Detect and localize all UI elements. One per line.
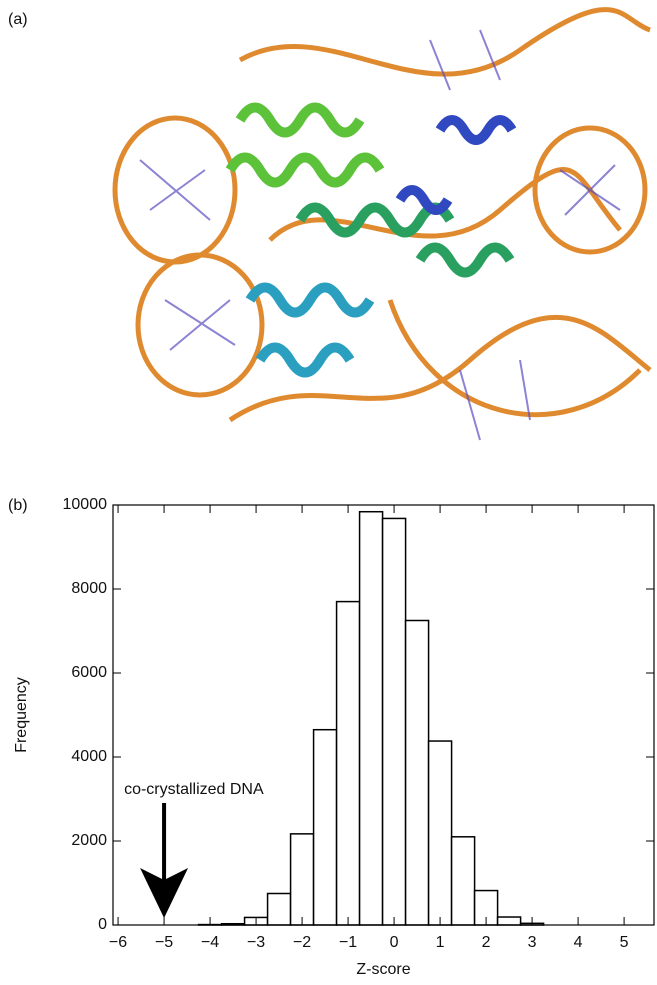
x-tick-label: −2 [293, 934, 311, 951]
histogram-bar [496, 916, 522, 926]
y-tick-label: 2000 [71, 832, 107, 849]
histogram-bar [335, 600, 361, 926]
x-tick-label: −5 [155, 934, 173, 951]
panel-label: (a) [8, 11, 28, 28]
y-tick-label: 10000 [63, 496, 108, 513]
histogram-bar [450, 836, 476, 926]
annotation-arrow-head [140, 868, 189, 918]
y-tick-label: 8000 [71, 580, 107, 597]
x-tick-label: −4 [201, 934, 219, 951]
histogram-bar [381, 517, 407, 926]
x-tick-label: 3 [528, 934, 537, 951]
x-tick-label: 0 [390, 934, 399, 951]
y-tick-label: 6000 [71, 664, 107, 681]
histogram-bar [358, 510, 384, 926]
plot-frame [112, 504, 655, 926]
panel-label: (b) [8, 497, 28, 514]
histogram-bar [404, 619, 430, 926]
histogram-bar [289, 833, 315, 926]
x-tick-label: 5 [620, 934, 629, 951]
x-tick-label: 1 [436, 934, 445, 951]
x-tick-label: 2 [482, 934, 491, 951]
y-tick-label: 4000 [71, 748, 107, 765]
histogram-bar [427, 740, 453, 926]
y-tick-label: 0 [98, 916, 107, 933]
x-tick-label: −6 [109, 934, 127, 951]
y-axis-label: Frequency [13, 677, 30, 753]
histogram-bar [312, 728, 338, 926]
x-tick-label: −1 [339, 934, 357, 951]
x-tick-label: −3 [247, 934, 265, 951]
histogram-bar [266, 892, 292, 926]
molecule-image [112, 7, 652, 441]
annotation: co-crystallized DNA [124, 781, 264, 798]
x-axis-label: Z-score [356, 961, 410, 978]
x-tick-label: 4 [574, 934, 583, 951]
